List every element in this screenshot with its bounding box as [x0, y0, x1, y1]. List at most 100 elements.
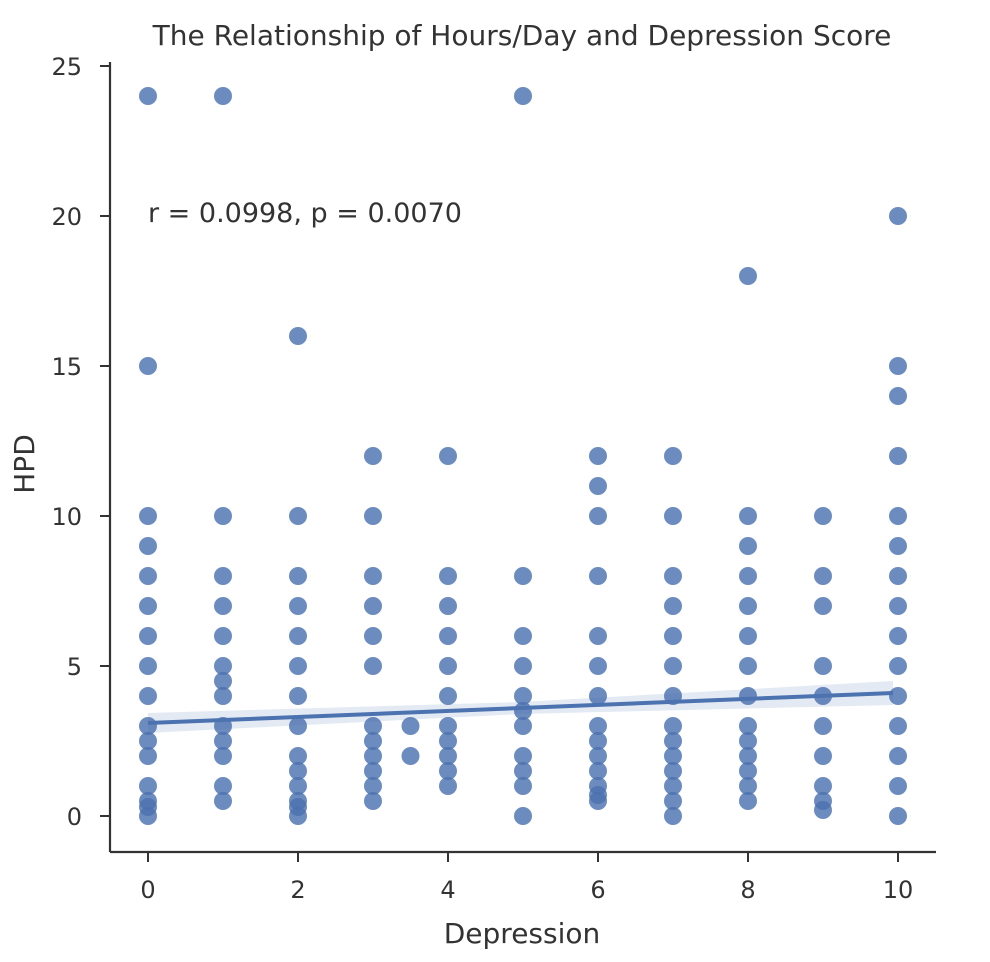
- regression-line-group: [147, 691, 894, 725]
- data-point: [889, 507, 907, 525]
- data-point: [589, 567, 607, 585]
- data-point: [589, 747, 607, 765]
- y-tick-label: 15: [51, 353, 82, 381]
- data-point: [589, 507, 607, 525]
- data-point: [739, 762, 757, 780]
- data-point: [589, 627, 607, 645]
- data-point: [214, 672, 232, 690]
- data-point: [814, 777, 832, 795]
- data-point: [514, 762, 532, 780]
- data-point: [739, 267, 757, 285]
- data-point: [364, 567, 382, 585]
- data-point: [439, 597, 457, 615]
- data-point: [364, 732, 382, 750]
- data-point: [889, 357, 907, 375]
- data-point: [514, 687, 532, 705]
- data-point: [664, 717, 682, 735]
- data-point: [889, 657, 907, 675]
- data-point: [514, 657, 532, 675]
- data-point: [589, 477, 607, 495]
- data-point: [664, 597, 682, 615]
- data-point: [214, 792, 232, 810]
- y-axis-ticks: 0 5 10 15 20 25: [51, 53, 110, 831]
- data-point: [889, 567, 907, 585]
- data-point: [139, 537, 157, 555]
- data-point: [364, 447, 382, 465]
- data-point: [139, 87, 157, 105]
- data-point: [514, 87, 532, 105]
- data-point: [814, 801, 832, 819]
- data-point: [664, 567, 682, 585]
- data-point: [289, 627, 307, 645]
- data-point: [514, 807, 532, 825]
- data-point: [214, 747, 232, 765]
- data-point: [739, 792, 757, 810]
- data-point: [514, 777, 532, 795]
- data-point: [589, 657, 607, 675]
- data-point: [139, 732, 157, 750]
- data-point: [889, 747, 907, 765]
- data-point: [214, 87, 232, 105]
- data-point: [589, 447, 607, 465]
- data-point: [814, 507, 832, 525]
- data-point: [139, 687, 157, 705]
- data-point: [514, 717, 532, 735]
- x-tick-label: 0: [140, 876, 155, 904]
- data-point: [289, 807, 307, 825]
- x-tick-label: 2: [290, 876, 305, 904]
- data-point: [439, 657, 457, 675]
- data-point: [364, 597, 382, 615]
- y-tick-label: 10: [51, 503, 82, 531]
- data-point: [814, 747, 832, 765]
- x-tick-label: 4: [440, 876, 455, 904]
- y-tick-label: 5: [67, 653, 82, 681]
- data-point: [739, 537, 757, 555]
- data-point: [214, 627, 232, 645]
- data-point: [289, 762, 307, 780]
- data-point: [439, 732, 457, 750]
- x-axis-label: Depression: [444, 917, 601, 950]
- data-point: [364, 507, 382, 525]
- data-point: [664, 657, 682, 675]
- data-point: [289, 507, 307, 525]
- data-point: [814, 567, 832, 585]
- data-point: [364, 717, 382, 735]
- data-point: [589, 762, 607, 780]
- data-point: [364, 792, 382, 810]
- data-point: [214, 597, 232, 615]
- data-point: [214, 657, 232, 675]
- data-point: [664, 447, 682, 465]
- data-point: [739, 627, 757, 645]
- x-tick-label: 8: [740, 876, 755, 904]
- data-point: [889, 687, 907, 705]
- regression-line: [147, 691, 894, 725]
- data-point: [139, 747, 157, 765]
- data-point: [664, 762, 682, 780]
- data-point: [364, 762, 382, 780]
- data-point: [289, 777, 307, 795]
- data-point: [739, 567, 757, 585]
- data-point: [401, 747, 420, 765]
- data-point: [664, 732, 682, 750]
- data-point: [214, 507, 232, 525]
- data-point: [739, 777, 757, 795]
- data-point: [589, 732, 607, 750]
- data-point: [439, 777, 457, 795]
- data-point: [739, 597, 757, 615]
- data-point: [439, 747, 457, 765]
- data-point: [139, 657, 157, 675]
- data-point: [439, 627, 457, 645]
- data-point: [739, 687, 757, 705]
- data-point: [401, 717, 420, 735]
- data-point: [589, 687, 607, 705]
- data-point: [664, 792, 682, 810]
- data-point: [664, 507, 682, 525]
- data-point: [289, 687, 307, 705]
- data-point: [364, 627, 382, 645]
- y-tick-label: 25: [51, 53, 82, 81]
- data-point: [889, 807, 907, 825]
- data-point: [739, 717, 757, 735]
- data-point: [214, 567, 232, 585]
- x-tick-label: 6: [590, 876, 605, 904]
- data-point: [514, 627, 532, 645]
